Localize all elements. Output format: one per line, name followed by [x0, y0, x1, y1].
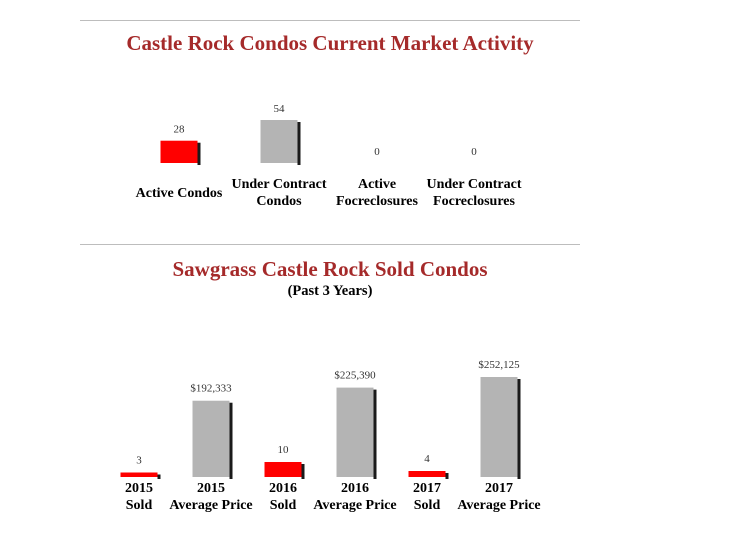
bar-5: [480, 377, 518, 477]
market-activity-title: Castle Rock Condos Current Market Activi…: [126, 31, 534, 55]
category-label: Active: [358, 177, 396, 192]
value-label: $252,125: [478, 359, 520, 371]
bar-shadow: [445, 473, 449, 479]
value-label: $225,390: [334, 370, 376, 382]
bar-1: [260, 120, 298, 163]
category-label: 2016: [341, 481, 369, 496]
bar-4: [408, 471, 446, 477]
value-label: 54: [274, 103, 286, 115]
bar-shadow: [301, 464, 305, 479]
category-label: Average Price: [313, 498, 396, 513]
bar-0: [160, 140, 198, 163]
category-label: 2017: [485, 481, 513, 496]
category-label: 2017: [413, 481, 441, 496]
category-label: Condos: [256, 194, 302, 209]
category-label: Focreclosures: [336, 194, 418, 209]
top-divider: [80, 20, 580, 21]
value-label: 10: [278, 444, 290, 456]
category-label: Active Condos: [136, 186, 223, 201]
bar-3: [336, 387, 374, 477]
bar-1: [192, 400, 230, 477]
bar-0: [120, 472, 158, 477]
value-label: 0: [374, 146, 380, 158]
middle-divider: [80, 244, 580, 245]
category-label: Under Contract: [231, 177, 326, 192]
category-label: 2016: [269, 481, 297, 496]
category-label: Sold: [414, 498, 441, 513]
value-label: 28: [174, 124, 186, 136]
category-label: Focreclosures: [433, 194, 515, 209]
category-label: Average Price: [457, 498, 540, 513]
category-label: Under Contract: [426, 177, 521, 192]
bar-shadow: [157, 474, 161, 479]
sold-condos-subtitle: (Past 3 Years): [287, 283, 373, 299]
value-label: 0: [471, 146, 477, 158]
bar-shadow: [229, 402, 233, 479]
category-label: 2015: [197, 481, 225, 496]
category-label: Average Price: [169, 498, 252, 513]
value-label: 3: [136, 455, 142, 467]
bar-shadow: [373, 389, 377, 479]
category-label: Sold: [270, 498, 297, 513]
bar-shadow: [197, 142, 201, 165]
bar-shadow: [517, 379, 521, 479]
bar-2: [264, 462, 302, 477]
value-label: 4: [424, 453, 430, 465]
bar-shadow: [297, 122, 301, 165]
category-label: Sold: [126, 498, 153, 513]
value-label: $192,333: [190, 383, 232, 395]
category-label: 2015: [125, 481, 153, 496]
sold-condos-title: Sawgrass Castle Rock Sold Condos: [172, 257, 488, 281]
